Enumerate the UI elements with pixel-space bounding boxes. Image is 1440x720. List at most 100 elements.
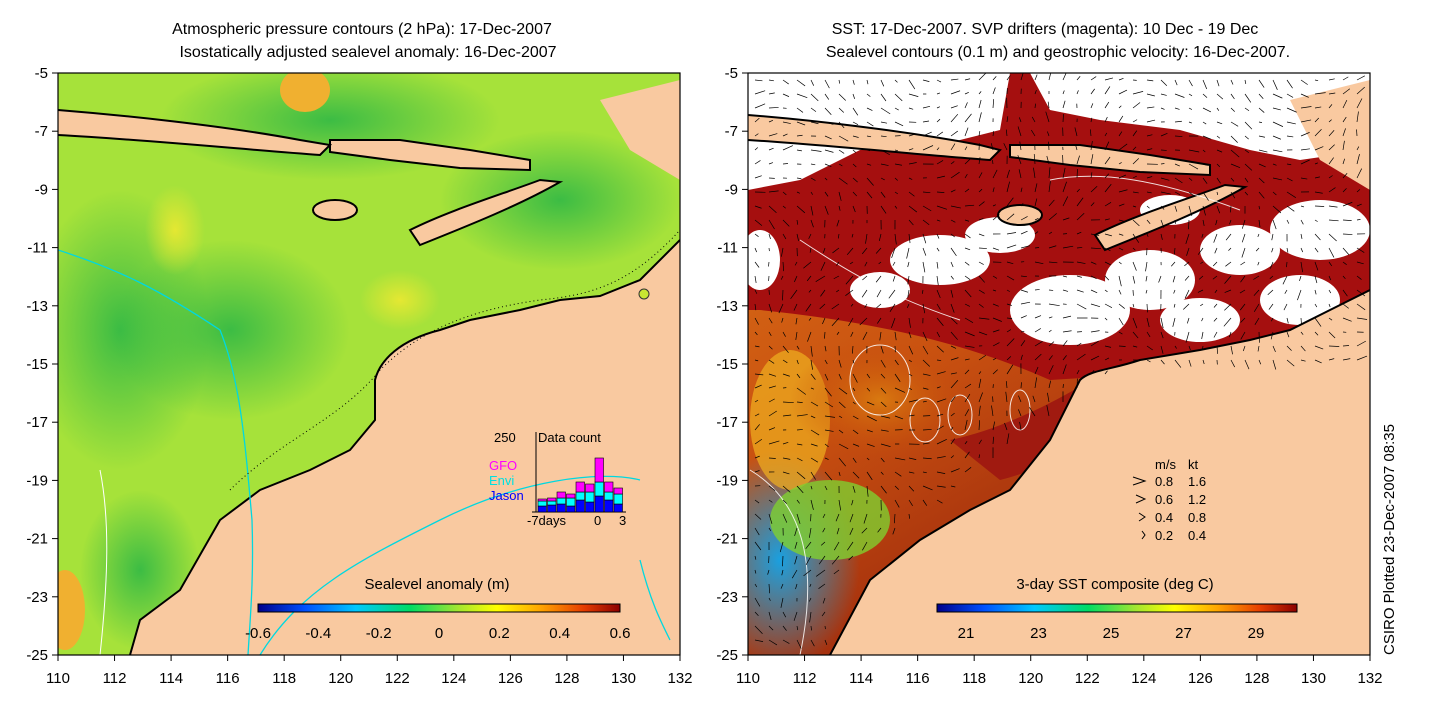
velocity-vector [922, 233, 927, 244]
velocity-vector [754, 384, 762, 389]
right-lon-tick-label: 116 [906, 670, 930, 687]
velocity-vector [818, 583, 826, 589]
velocity-vector [1300, 177, 1308, 180]
velocity-vector [1314, 233, 1321, 241]
velocity-vector [1342, 188, 1347, 193]
velocity-vector [782, 219, 790, 227]
velocity-vector [1328, 157, 1334, 165]
velocity-vector [781, 569, 784, 576]
velocity-vector [1132, 130, 1138, 137]
velocity-vector [866, 191, 873, 199]
velocity-vector [1062, 330, 1072, 333]
velocity-vector [1048, 231, 1053, 235]
velocity-vector [848, 555, 854, 561]
velocity-vector [1201, 233, 1204, 238]
velocity-vector [936, 92, 941, 95]
velocity-vector [1146, 359, 1151, 363]
velocity-vector [1006, 433, 1010, 445]
velocity-vector [754, 639, 764, 642]
velocity-vector [838, 107, 845, 113]
velocity-vector [922, 499, 928, 506]
velocity-vector [796, 387, 806, 395]
velocity-vector [978, 378, 982, 389]
velocity-vector [936, 79, 942, 83]
velocity-vector [1020, 330, 1025, 333]
velocity-vector [992, 342, 1000, 347]
velocity-vector [768, 303, 773, 313]
velocity-vector [880, 485, 887, 494]
velocity-vector [754, 219, 763, 226]
velocity-vector [1342, 76, 1349, 81]
velocity-vector [768, 205, 777, 213]
inset-bar-segment [537, 500, 547, 507]
velocity-vector [838, 149, 845, 154]
velocity-key-ms: 0.8 [1155, 474, 1173, 489]
velocity-vector [1342, 173, 1348, 179]
velocity-vector [1188, 93, 1193, 97]
velocity-vector [964, 146, 968, 151]
velocity-vector [880, 373, 886, 379]
velocity-vector [1020, 301, 1031, 305]
velocity-vector [1132, 233, 1140, 243]
velocity-vector [846, 247, 854, 256]
velocity-vector [824, 485, 828, 491]
velocity-vector [922, 485, 933, 491]
velocity-vector [1300, 148, 1310, 151]
left-colorbar-ticks: -0.6 -0.4 -0.2 0 0.2 0.4 0.6 [245, 625, 630, 642]
velocity-vector [950, 78, 959, 81]
velocity-vector [992, 76, 997, 81]
velocity-vector [1356, 98, 1363, 109]
velocity-vector [768, 233, 771, 240]
velocity-vector [1174, 191, 1181, 196]
velocity-vector [1255, 247, 1260, 252]
velocity-vector [908, 331, 912, 339]
velocity-vector [1047, 392, 1050, 403]
velocity-vector [1006, 356, 1012, 361]
velocity-vector [1258, 359, 1262, 365]
velocity-vector [1048, 73, 1052, 81]
velocity-vector [754, 625, 763, 634]
velocity-vector [1286, 317, 1289, 324]
velocity-vector [907, 289, 910, 298]
velocity-vector [1356, 261, 1364, 265]
velocity-vector [1104, 345, 1112, 348]
velocity-vector [1242, 345, 1246, 352]
velocity-vector [796, 149, 802, 152]
velocity-vector [1286, 93, 1294, 98]
right-lon-tick-label: 126 [1188, 670, 1213, 687]
right-title-line2: Sealevel contours (0.1 m) and geostrophi… [826, 44, 1290, 61]
velocity-vector [1188, 163, 1199, 170]
velocity-vector [1029, 407, 1036, 417]
velocity-vector [754, 90, 766, 95]
velocity-vector [1062, 355, 1067, 361]
velocity-vector [768, 219, 775, 230]
velocity-vector [936, 471, 946, 474]
velocity-vector [1314, 345, 1324, 350]
velocity-vector [894, 233, 897, 245]
velocity-vector [1076, 261, 1086, 264]
velocity-vector [992, 357, 997, 361]
velocity-vector [1118, 131, 1123, 137]
velocity-vector [1006, 289, 1010, 292]
velocity-vector [894, 373, 901, 382]
velocity-vector [1244, 93, 1252, 103]
velocity-vector [1257, 345, 1260, 352]
velocity-vector [950, 427, 954, 431]
velocity-vector [796, 233, 799, 242]
velocity-vector [1300, 119, 1312, 123]
velocity-vector [824, 457, 829, 460]
velocity-vector [1244, 191, 1249, 196]
left-lat-axis: -5 -7 -9 -11 -13 -15 -17 -19 -21 -23 -25 [26, 65, 58, 664]
velocity-vector [1034, 103, 1036, 109]
right-colorbar-tick: 29 [1248, 625, 1265, 642]
velocity-vector [1201, 345, 1204, 351]
velocity-vector [768, 190, 779, 193]
velocity-vector [1173, 303, 1176, 308]
velocity-vector [1132, 175, 1137, 179]
sla-high-blob [58, 570, 85, 650]
velocity-vector [824, 471, 833, 481]
velocity-vector [1230, 79, 1234, 85]
velocity-vector [907, 275, 910, 285]
velocity-vector [815, 275, 826, 282]
velocity-vector [1046, 155, 1050, 165]
